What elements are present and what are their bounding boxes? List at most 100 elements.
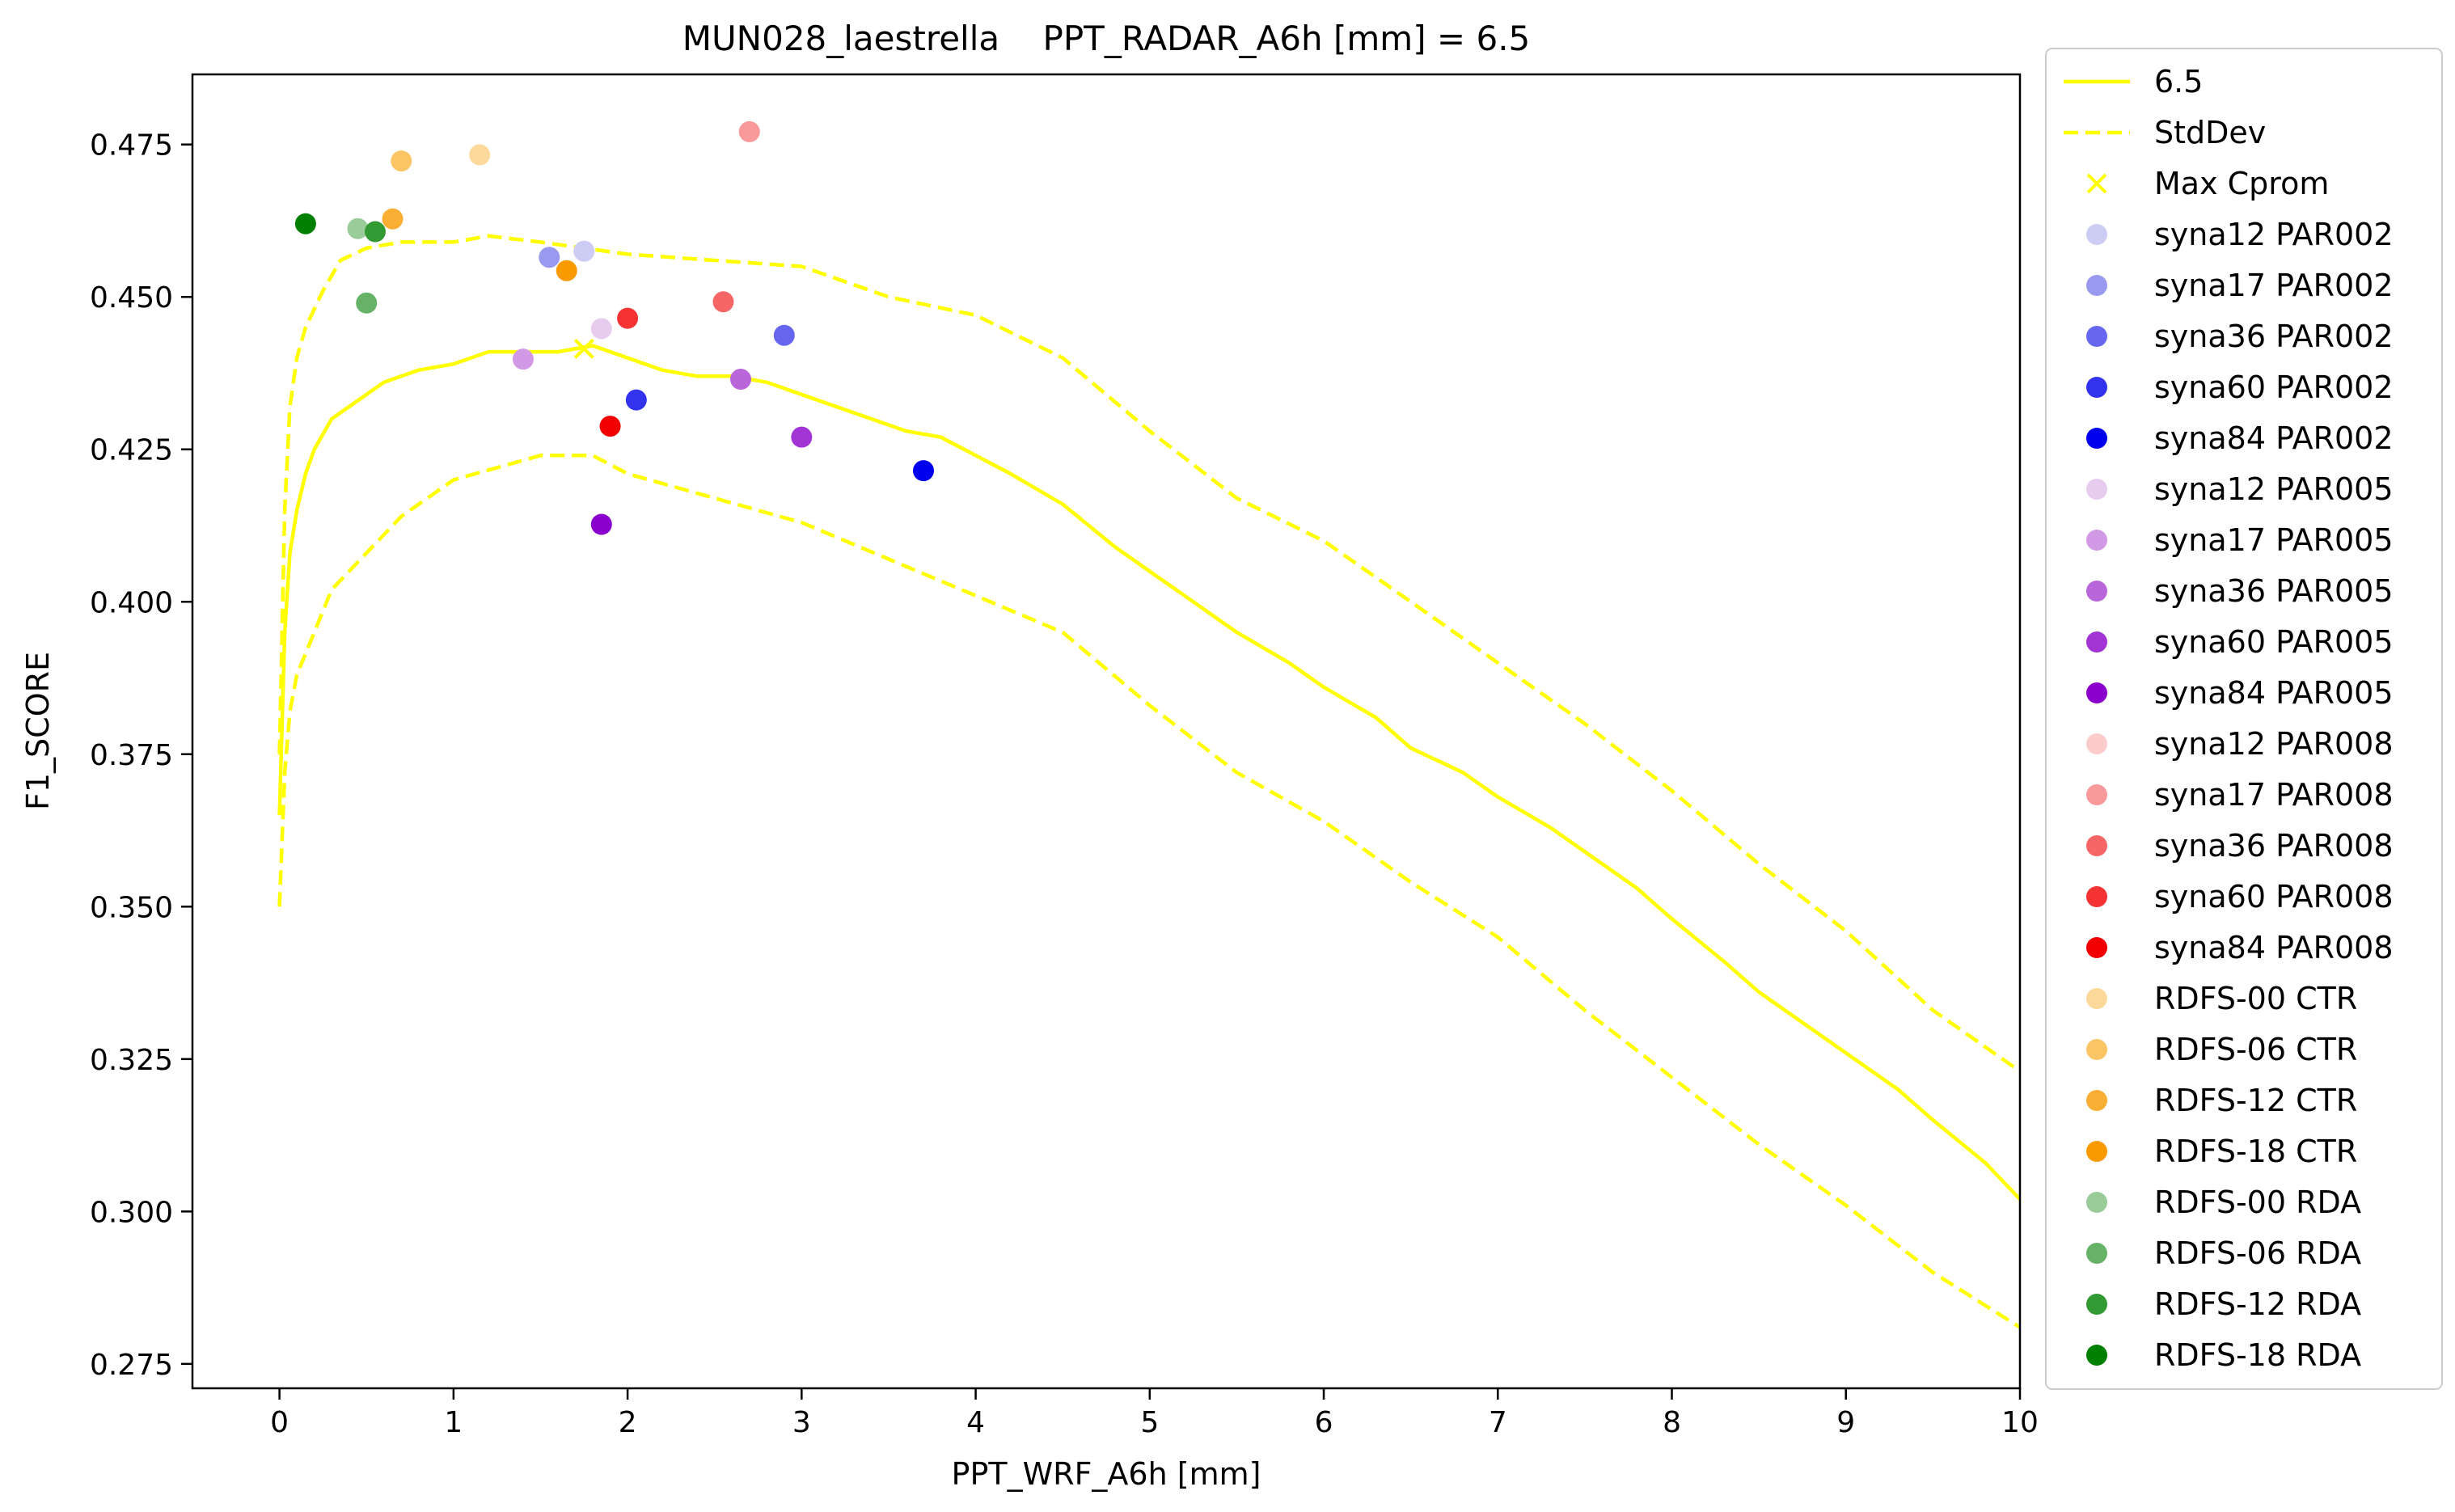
legend-swatch-syna60-par008 xyxy=(2086,886,2107,907)
x-tick-label-10: 10 xyxy=(2001,1406,2039,1439)
std-upper-line xyxy=(277,234,2022,1073)
legend-entry-14: syna17 PAR008 xyxy=(2086,777,2394,813)
legend-label-rdfs-12-rda: RDFS-12 RDA xyxy=(2154,1286,2361,1322)
legend-swatch-syna12-par002 xyxy=(2086,224,2107,245)
legend-entry-19: RDFS-06 CTR xyxy=(2086,1032,2357,1067)
legend-entry-24: RDFS-12 RDA xyxy=(2086,1286,2361,1322)
plot-area: 0 1 2 3 4 5 6 7 8 9 10 0.2750.3000.3250.3500.3750.… xyxy=(90,73,2039,1439)
legend-swatch-syna84-par005 xyxy=(2086,682,2107,703)
point-rdfs-06-ctr xyxy=(391,150,412,172)
x-tick-label-2: 2 xyxy=(619,1406,637,1439)
point-rdfs-18-rda xyxy=(294,213,316,234)
legend-swatch-syna17-par008 xyxy=(2086,784,2107,805)
x-tick-label-8: 8 xyxy=(1663,1406,1681,1439)
point-syna12-par002 xyxy=(573,240,595,262)
y-tick-label-2: 0.325 xyxy=(90,1044,173,1077)
y-tick-label-6: 0.425 xyxy=(90,434,173,467)
legend-swatch-syna36-par008 xyxy=(2086,835,2107,856)
legend-label-syna17-par005: syna17 PAR005 xyxy=(2154,522,2394,558)
legend-label-syna60-par002: syna60 PAR002 xyxy=(2154,370,2394,405)
legend-swatch-syna12-par008 xyxy=(2086,733,2107,754)
legend-entry-7: syna84 PAR002 xyxy=(2086,420,2394,456)
point-rdfs-18-ctr xyxy=(556,260,577,281)
legend-entry-1: StdDev xyxy=(2064,115,2266,150)
point-rdfs-06-rda xyxy=(356,292,378,314)
max-cprom-marker xyxy=(573,338,594,359)
series-layer xyxy=(277,120,2022,1329)
max-cprom-stroke-b xyxy=(573,338,594,359)
legend-swatch-x-b xyxy=(2086,173,2107,194)
legend-entry-10: syna36 PAR005 xyxy=(2086,573,2394,609)
legend-entry-4: syna17 PAR002 xyxy=(2086,268,2394,303)
point-rdfs-00-rda xyxy=(347,218,369,239)
legend: 6.5 StdDev Max Cprom syna12 PAR002 syna17 PA… xyxy=(2045,48,2443,1390)
y-tick-label-1: 0.300 xyxy=(90,1196,173,1229)
legend-swatch-rdfs-12-rda xyxy=(2086,1294,2107,1315)
y-tick-label-3: 0.350 xyxy=(90,891,173,924)
legend-swatch-syna60-par002 xyxy=(2086,377,2107,398)
legend-label-stddev: StdDev xyxy=(2154,115,2266,150)
x-tick-label-4: 4 xyxy=(966,1406,985,1439)
legend-swatch-syna84-par008 xyxy=(2086,937,2107,958)
legend-entry-0: 6.5 xyxy=(2064,64,2203,99)
legend-label-max-cprom: Max Cprom xyxy=(2154,166,2329,201)
y-axis: 0.275 0.300 0.325 0.350 0.375 0.400 0.425 0.450… xyxy=(90,129,192,1382)
legend-label-syna17-par002: syna17 PAR002 xyxy=(2154,268,2394,303)
point-syna84-par002 xyxy=(913,460,934,482)
point-syna60-par002 xyxy=(625,389,647,411)
legend-entry-3: syna12 PAR002 xyxy=(2086,217,2394,252)
point-syna36-par008 xyxy=(712,291,734,313)
y-tick-label-4: 0.375 xyxy=(90,739,173,772)
legend-label-syna12-par008: syna12 PAR008 xyxy=(2154,726,2394,762)
legend-swatch-rdfs-06-rda xyxy=(2086,1243,2107,1264)
legend-swatch-syna12-par005 xyxy=(2086,479,2107,500)
legend-label-syna36-par002: syna36 PAR002 xyxy=(2154,319,2394,354)
legend-entry-6: syna60 PAR002 xyxy=(2086,370,2394,405)
legend-swatch-rdfs-18-rda xyxy=(2086,1345,2107,1366)
y-tick-label-0: 0.275 xyxy=(90,1349,173,1382)
x-axis: 0 1 2 3 4 5 6 7 8 9 10 xyxy=(270,1388,2039,1439)
y-axis-label: F1_SCORE xyxy=(20,652,56,810)
legend-swatch-rdfs-00-ctr xyxy=(2086,988,2107,1009)
legend-entry-20: RDFS-12 CTR xyxy=(2086,1083,2357,1118)
legend-entry-13: syna12 PAR008 xyxy=(2086,726,2394,762)
legend-label-syna60-par008: syna60 PAR008 xyxy=(2154,879,2394,914)
y-tick-label-7: 0.450 xyxy=(90,281,173,315)
legend-label-rdfs-12-ctr: RDFS-12 CTR xyxy=(2154,1083,2357,1118)
x-tick-label-3: 3 xyxy=(792,1406,811,1439)
x-tick-label-7: 7 xyxy=(1489,1406,1507,1439)
x-tick-label-9: 9 xyxy=(1836,1406,1855,1439)
point-syna36-par002 xyxy=(773,324,795,346)
legend-entry-12: syna84 PAR005 xyxy=(2086,675,2394,711)
point-syna60-par008 xyxy=(617,307,639,329)
x-axis-label: PPT_WRF_A6h [mm] xyxy=(952,1456,1261,1492)
legend-label-syna84-par008: syna84 PAR008 xyxy=(2154,930,2394,965)
std-lower-line xyxy=(277,454,2022,1329)
legend-entry-16: syna60 PAR008 xyxy=(2086,879,2394,914)
legend-label-syna84-par005: syna84 PAR005 xyxy=(2154,675,2394,711)
legend-entry-11: syna60 PAR005 xyxy=(2086,624,2394,660)
legend-frame xyxy=(2045,48,2443,1390)
mean-curve-line xyxy=(277,344,2022,1201)
legend-swatch-syna36-par005 xyxy=(2086,581,2107,602)
legend-swatch-syna17-par002 xyxy=(2086,275,2107,296)
legend-items: 6.5 StdDev Max Cprom syna12 PAR002 syna17 PA… xyxy=(2064,64,2394,1373)
legend-swatch-rdfs-12-ctr xyxy=(2086,1090,2107,1111)
legend-label-syna12-par002: syna12 PAR002 xyxy=(2154,217,2394,252)
legend-label-syna36-par005: syna36 PAR005 xyxy=(2154,573,2394,609)
legend-entry-17: syna84 PAR008 xyxy=(2086,930,2394,965)
legend-entry-21: RDFS-18 CTR xyxy=(2086,1134,2357,1169)
y-tick-label-8: 0.475 xyxy=(90,129,173,163)
legend-label-syna36-par008: syna36 PAR008 xyxy=(2154,828,2394,864)
legend-label-rdfs-06-rda: RDFS-06 RDA xyxy=(2154,1235,2361,1271)
legend-swatch-rdfs-18-ctr xyxy=(2086,1141,2107,1162)
point-syna84-par008 xyxy=(599,416,621,437)
legend-entry-2: Max Cprom xyxy=(2086,166,2329,201)
legend-swatch-rdfs-06-ctr xyxy=(2086,1039,2107,1060)
legend-label-rdfs-00-rda: RDFS-00 RDA xyxy=(2154,1185,2361,1220)
legend-entry-18: RDFS-00 CTR xyxy=(2086,981,2357,1016)
plot-frame xyxy=(191,73,2022,1390)
legend-label-rdfs-18-ctr: RDFS-18 CTR xyxy=(2154,1134,2357,1169)
legend-entry-23: RDFS-06 RDA xyxy=(2086,1235,2361,1271)
